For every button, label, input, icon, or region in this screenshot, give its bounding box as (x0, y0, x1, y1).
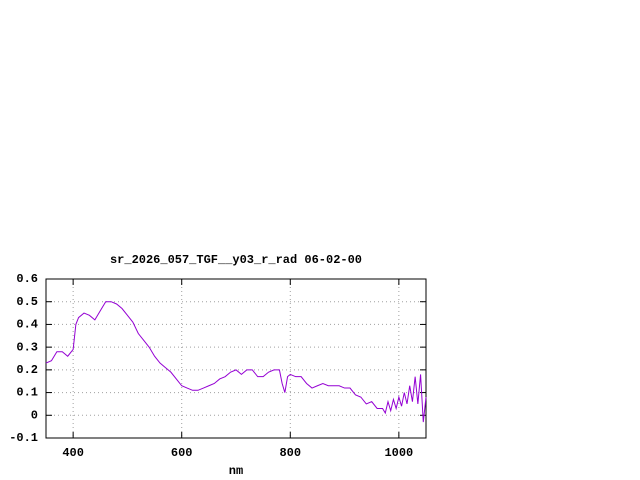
x-tick-label: 400 (62, 446, 84, 460)
y-tick-label: -0.1 (9, 431, 38, 445)
y-tick-label: 0.1 (16, 386, 38, 400)
y-tick-label: 0.4 (16, 318, 38, 332)
data-line (45, 301, 427, 423)
y-tick-label: 0.5 (16, 295, 38, 309)
x-tick-label: 600 (171, 446, 193, 460)
x-axis-label: nm (229, 464, 243, 478)
plot-border (45, 278, 427, 439)
y-tick-label: 0.2 (16, 363, 38, 377)
y-tick-label: 0.3 (16, 340, 38, 354)
x-tick-label: 800 (279, 446, 301, 460)
x-tick-label: 1000 (384, 446, 413, 460)
y-tick-label: 0 (31, 408, 38, 422)
chart-title: sr_2026_057_TGF__y03_r_rad 06-02-00 (110, 253, 362, 267)
y-tick-label: 0.6 (16, 272, 38, 286)
